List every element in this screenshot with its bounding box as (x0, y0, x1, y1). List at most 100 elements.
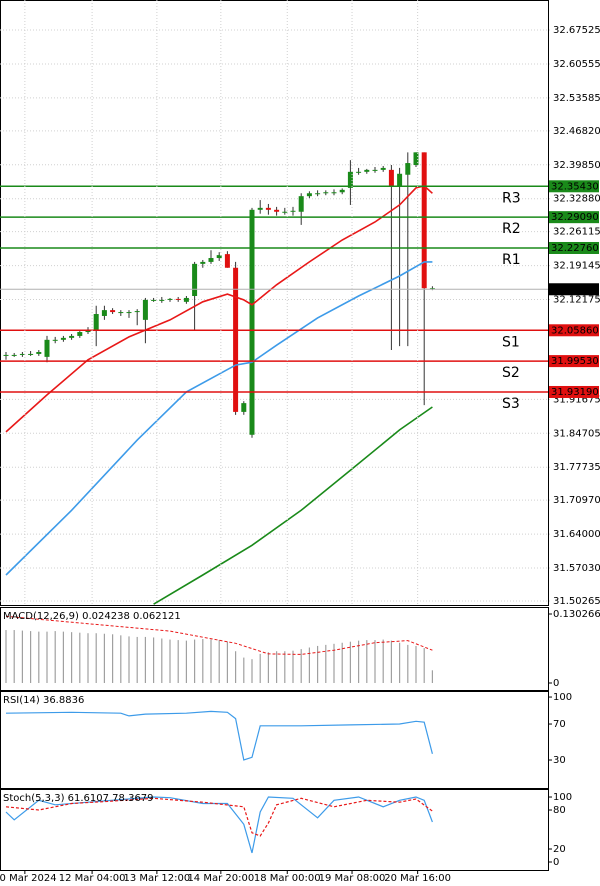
candle-body (315, 193, 321, 195)
candle-body (347, 171, 353, 188)
y-tick-label: 31.91675 (553, 394, 600, 405)
candle-body (69, 335, 75, 338)
candle-body (405, 163, 411, 175)
candle-body (44, 339, 50, 357)
stoch-panel (0, 789, 549, 871)
candle-body (306, 193, 312, 197)
x-tick-label: 20 Mar 16:00 (384, 873, 451, 884)
y-tick-label: 32.19145 (553, 261, 600, 272)
candle-body (3, 354, 9, 356)
candle-body (167, 298, 173, 300)
rsi-panel (0, 691, 549, 789)
level-name: R2 (502, 221, 521, 237)
y-tick-label: 20 (553, 844, 566, 855)
candle-body (274, 209, 280, 212)
y-tick-label: 0 (553, 678, 559, 689)
candle-body (126, 312, 132, 314)
y-tick-label: 32.53585 (553, 93, 600, 104)
candle-body (265, 207, 271, 210)
main-panel (0, 0, 549, 606)
y-tick-label: 32.32880 (553, 194, 600, 205)
level-value-box (549, 324, 599, 337)
candle-body (224, 254, 230, 268)
y-tick-label: 100 (553, 692, 572, 703)
level-value-box (549, 385, 599, 398)
level-value: 32.35430 (551, 181, 599, 192)
candle-body (110, 310, 116, 313)
level-name: S3 (502, 396, 520, 412)
level-value: 31.93190 (551, 387, 599, 398)
candle-body (257, 207, 263, 210)
candle-body (28, 353, 34, 355)
macd-panel (0, 607, 549, 691)
candle-body (175, 298, 181, 300)
x-tick-label: 13 Mar 12:00 (123, 873, 190, 884)
candle-body (19, 353, 25, 355)
indicator-line (5, 797, 433, 837)
candle-body (159, 299, 165, 301)
candle-body (200, 261, 206, 264)
candle-body (429, 288, 435, 290)
indicator-line (5, 710, 433, 761)
level-value: 32.29090 (551, 212, 599, 223)
level-value-box (549, 211, 599, 224)
moving-average (5, 261, 433, 576)
candle-body (101, 310, 107, 316)
candle-body (77, 332, 83, 336)
candle-body (36, 351, 42, 354)
candle-body (323, 192, 329, 194)
candle-body (118, 312, 124, 314)
candle-body (208, 258, 214, 262)
panel-title: RSI(14) 36.8836 (3, 695, 84, 706)
candle-body (356, 171, 362, 173)
candle-body (298, 196, 304, 212)
candle-body (290, 210, 296, 212)
level-value-box (549, 355, 599, 368)
y-tick-label: 31.70970 (553, 495, 600, 506)
panel-title: MACD(12,26,9) 0.024238 0.062121 (3, 611, 181, 622)
panel-frames (0, 0, 549, 871)
candle-body (421, 152, 427, 289)
candle-body (233, 267, 239, 412)
y-tick-label: 100 (553, 792, 572, 803)
level-name: S2 (502, 365, 520, 381)
level-name: R3 (502, 190, 521, 206)
candle-body (364, 169, 370, 172)
x-tick-label: 10 Mar 2024 (0, 873, 57, 884)
candle-body (52, 339, 58, 341)
level-value: 32.22760 (551, 243, 599, 254)
level-value-box (549, 241, 599, 254)
y-tick-label: 32.67525 (553, 25, 600, 36)
candle-body (413, 152, 419, 166)
y-tick-label: 31.50265 (553, 596, 600, 607)
candle-body (372, 169, 378, 171)
y-tick-label: 32.39850 (553, 160, 600, 171)
y-tick-label: 30 (553, 755, 566, 766)
moving-average (5, 185, 433, 433)
candle-body (93, 314, 99, 331)
moving-average (153, 406, 433, 605)
x-tick-label: 18 Mar 00:00 (254, 873, 321, 884)
candle-body (397, 173, 403, 186)
candle-body (380, 167, 386, 170)
candle-body (388, 169, 394, 186)
candle-body (151, 299, 157, 301)
panel-title: Stoch(5,3,3) 61.6107 78.3679 (3, 793, 154, 804)
candle-body (241, 403, 247, 412)
y-tick-label: 0 (553, 857, 559, 868)
y-tick-label: 0.130266 (553, 609, 600, 620)
candle-body (216, 255, 222, 259)
candle-body (192, 263, 198, 296)
candle-body (11, 354, 17, 356)
candle-body (183, 297, 189, 302)
y-tick-label: 31.77735 (553, 462, 600, 473)
candle-body (331, 192, 337, 194)
y-tick-label: 32.26115 (553, 227, 600, 238)
candle-body (282, 211, 288, 213)
y-tick-label: 70 (553, 719, 566, 730)
current-price-box (549, 283, 599, 296)
level-name: S1 (502, 334, 520, 350)
level-value-box (549, 180, 599, 193)
level-value: 32.05860 (551, 325, 599, 336)
